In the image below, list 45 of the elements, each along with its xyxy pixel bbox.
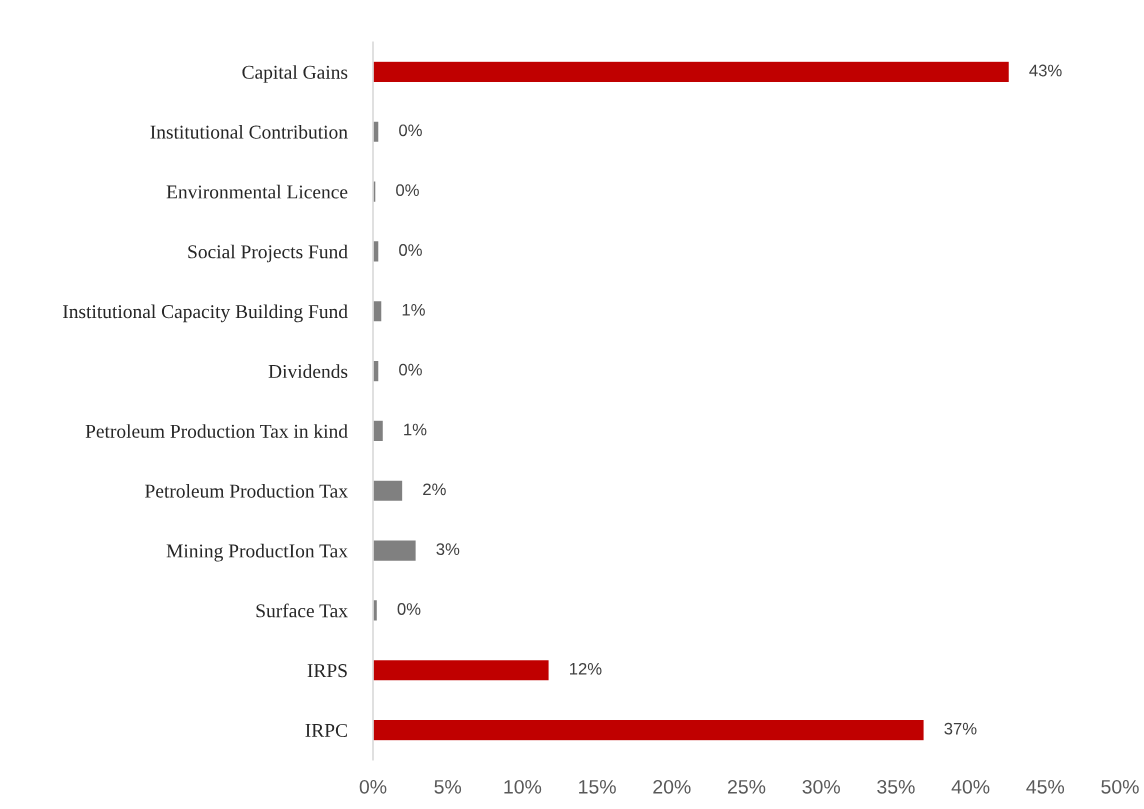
data-label: 12%	[570, 662, 602, 675]
y-tick-label: Social Projects Fund	[188, 244, 348, 263]
y-tick-label: Mining ProductIon Tax	[166, 543, 348, 562]
data-label: 3%	[436, 543, 460, 556]
x-tick-label: 20%	[653, 779, 691, 794]
x-tick-label: 40%	[951, 779, 990, 794]
x-tick-label: 15%	[579, 780, 616, 794]
bar	[373, 299, 383, 323]
y-tick-label: Dividends	[268, 364, 348, 379]
bar	[373, 359, 380, 383]
x-tick-label: 45%	[1026, 780, 1065, 794]
data-label: 43%	[1029, 64, 1062, 77]
x-tick-label: 25%	[728, 779, 766, 794]
x-tick-label: 5%	[434, 780, 462, 794]
bar	[373, 120, 380, 144]
data-label: 0%	[397, 603, 421, 615]
data-label: 0%	[396, 184, 419, 197]
y-tick-label: Petroleum Production Tax	[145, 484, 348, 498]
bar	[373, 419, 385, 443]
bar	[373, 658, 550, 682]
y-tick-label: Institutional Contribution	[150, 125, 348, 139]
y-tick-label: IRPC	[305, 723, 347, 738]
x-tick-label: 50%	[1101, 779, 1139, 794]
x-tick-label: 35%	[877, 779, 915, 794]
data-label: 0%	[399, 124, 422, 137]
bar	[373, 718, 925, 742]
data-label: 2%	[423, 483, 446, 496]
x-tick-label: 30%	[802, 779, 840, 794]
y-tick-label: Institutional Capacity Building Fund	[62, 304, 348, 323]
y-tick-label: Surface Tax	[256, 603, 348, 618]
data-label: 1%	[404, 423, 427, 436]
data-label: 0%	[399, 244, 422, 256]
bar	[373, 239, 380, 263]
bar	[373, 60, 1011, 84]
y-tick-label: Environmental Licence	[166, 184, 348, 199]
bar	[373, 539, 418, 563]
x-tick-label: 10%	[504, 779, 542, 794]
y-tick-label: Petroleum Production Tax in kind	[85, 424, 348, 438]
data-label: 0%	[399, 363, 422, 376]
y-tick-label: IRPS	[307, 664, 347, 678]
bar	[373, 479, 404, 503]
data-label: 1%	[402, 303, 425, 316]
y-tick-label: Capital Gains	[242, 65, 348, 83]
data-label: 37%	[944, 722, 977, 735]
x-tick-label: 0%	[359, 779, 387, 794]
